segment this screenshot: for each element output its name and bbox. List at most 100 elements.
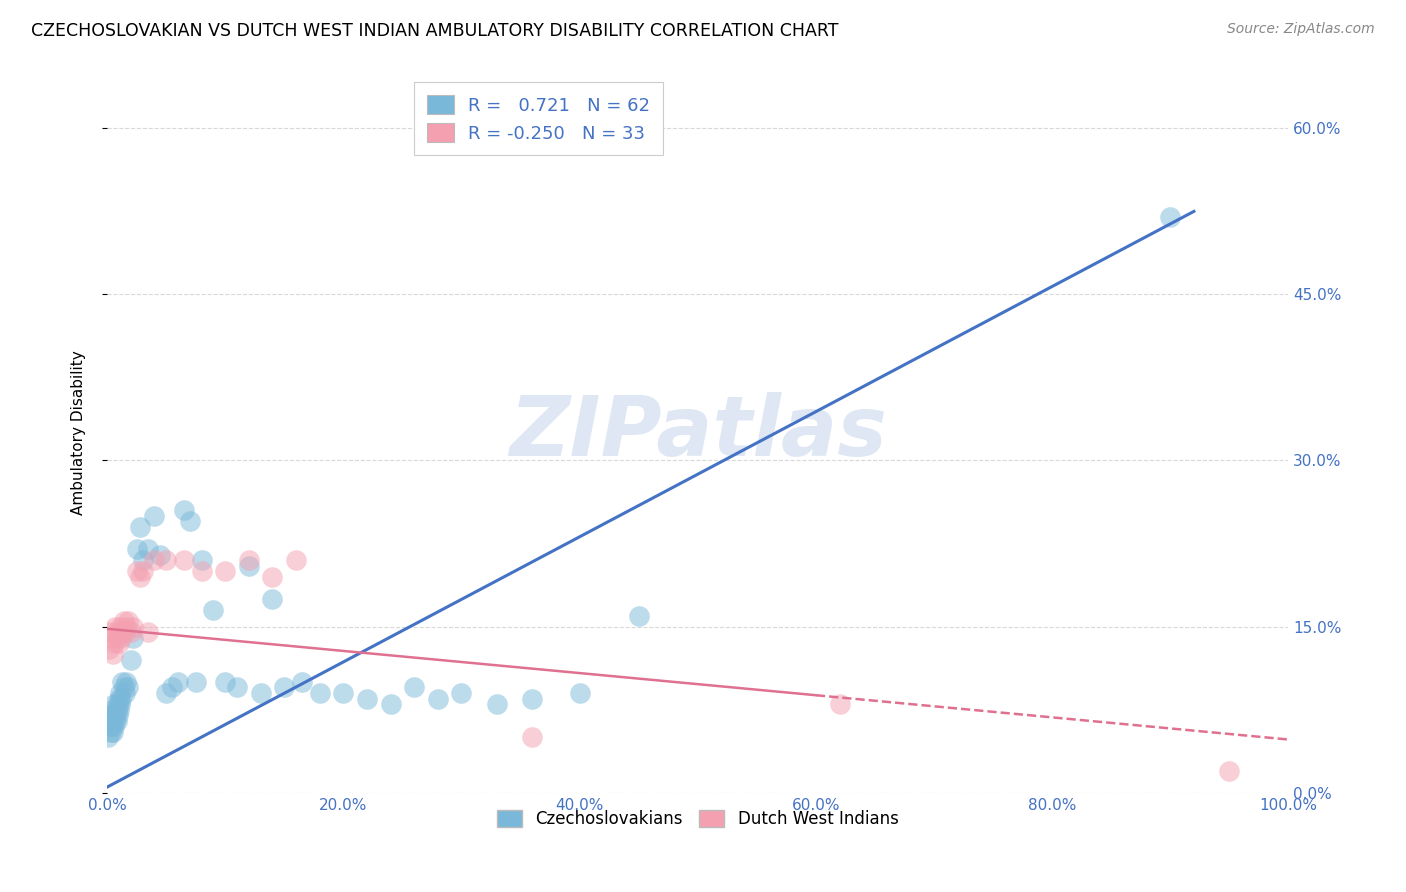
Point [101,719,124,733]
Point [98,719,121,733]
Point [122,631,145,645]
Point [179,515,201,529]
Point [100,724,122,739]
Point [108,686,131,700]
Point [285,553,308,567]
Point [114,686,136,700]
Point [100,625,122,640]
Point [110,691,132,706]
Point [100,714,122,728]
Point [214,675,236,690]
Point [155,553,177,567]
Point [131,553,153,567]
Point [115,675,138,690]
Point [117,614,139,628]
Point [249,686,271,700]
Point [108,697,131,711]
Point [107,625,129,640]
Point [308,686,330,700]
Point [110,631,132,645]
Point [101,703,124,717]
Point [522,691,544,706]
Point [262,570,284,584]
Point [112,614,135,628]
Point [98,708,121,723]
Point [143,508,166,523]
Point [1218,764,1240,778]
Point [125,564,148,578]
Point [190,564,212,578]
Point [117,681,139,695]
Point [426,691,449,706]
Point [238,553,260,567]
Point [101,708,124,723]
Point [98,641,121,656]
Point [155,686,177,700]
Point [108,619,131,633]
Point [105,703,128,717]
Point [103,719,125,733]
Point [828,697,851,711]
Legend: Czechoslovakians, Dutch West Indians: Czechoslovakians, Dutch West Indians [491,803,905,835]
Point [101,647,124,661]
Point [262,591,284,606]
Point [1159,210,1181,224]
Point [104,619,127,633]
Point [184,675,207,690]
Point [356,691,378,706]
Text: Source: ZipAtlas.com: Source: ZipAtlas.com [1227,22,1375,37]
Point [173,553,195,567]
Point [131,564,153,578]
Point [138,625,160,640]
Point [115,619,138,633]
Point [143,553,166,567]
Point [167,675,190,690]
Point [273,681,295,695]
Point [173,503,195,517]
Point [114,625,136,640]
Point [125,542,148,557]
Point [190,553,212,567]
Point [104,708,127,723]
Point [238,558,260,573]
Point [101,724,124,739]
Y-axis label: Ambulatory Disability: Ambulatory Disability [72,351,86,516]
Point [404,681,426,695]
Point [97,731,120,745]
Point [101,631,124,645]
Point [103,697,125,711]
Point [450,686,472,700]
Point [485,697,508,711]
Point [214,564,236,578]
Point [107,697,129,711]
Point [129,570,152,584]
Point [120,625,142,640]
Point [105,714,128,728]
Point [108,703,131,717]
Point [107,708,129,723]
Point [108,691,131,706]
Point [129,520,152,534]
Point [104,714,127,728]
Point [332,686,354,700]
Point [105,631,128,645]
Point [120,653,142,667]
Point [111,675,134,690]
Point [568,686,591,700]
Point [226,681,249,695]
Text: CZECHOSLOVAKIAN VS DUTCH WEST INDIAN AMBULATORY DISABILITY CORRELATION CHART: CZECHOSLOVAKIAN VS DUTCH WEST INDIAN AMB… [31,22,838,40]
Point [149,548,172,562]
Point [627,608,650,623]
Point [160,681,183,695]
Point [522,731,544,745]
Point [138,542,160,557]
Point [108,636,131,650]
Point [291,675,314,690]
Point [202,603,225,617]
Point [112,681,135,695]
Point [103,636,125,650]
Point [122,619,145,633]
Point [111,625,134,640]
Point [380,697,402,711]
Text: ZIPatlas: ZIPatlas [509,392,887,474]
